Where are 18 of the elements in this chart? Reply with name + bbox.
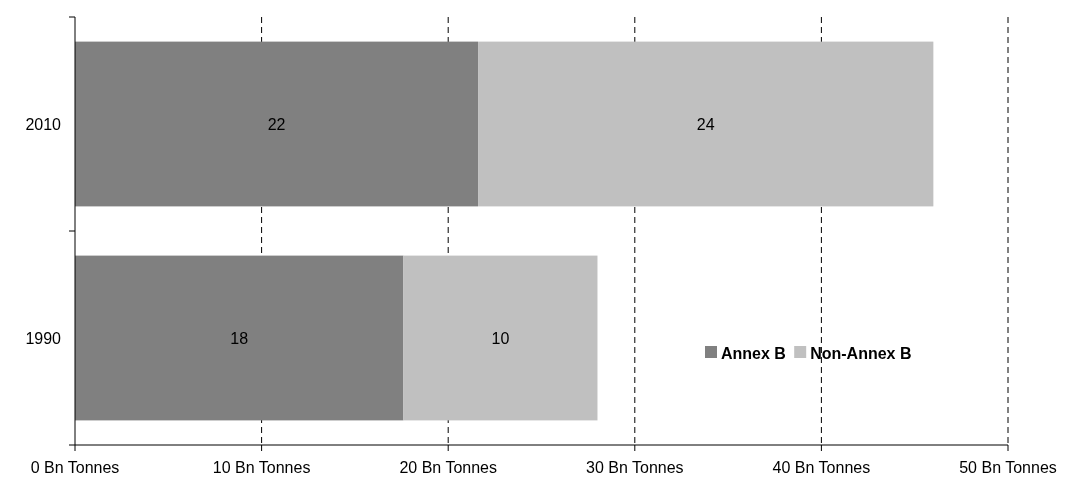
bar bbox=[75, 41, 479, 207]
y-tick-label: 1990 bbox=[25, 329, 62, 347]
bar bbox=[478, 41, 934, 207]
x-tick-label: 40 Bn Tonnes bbox=[772, 459, 871, 476]
x-tick-label: 10 Bn Tonnes bbox=[212, 459, 311, 476]
data-label: 18 bbox=[230, 329, 249, 347]
bar bbox=[403, 255, 598, 421]
bar bbox=[75, 255, 404, 421]
data-label: 10 bbox=[491, 329, 510, 347]
legend-label: Annex B bbox=[721, 344, 786, 362]
x-tick-label: 50 Bn Tonnes bbox=[959, 459, 1057, 476]
data-label: 24 bbox=[696, 115, 715, 133]
y-tick-label: 2010 bbox=[25, 115, 62, 133]
x-tick-label: 30 Bn Tonnes bbox=[586, 459, 684, 476]
x-tick-label: 0 Bn Tonnes bbox=[30, 459, 120, 476]
legend-label: Non-Annex B bbox=[810, 344, 912, 362]
data-label: 22 bbox=[267, 115, 286, 133]
x-tick-label: 20 Bn Tonnes bbox=[399, 459, 497, 476]
